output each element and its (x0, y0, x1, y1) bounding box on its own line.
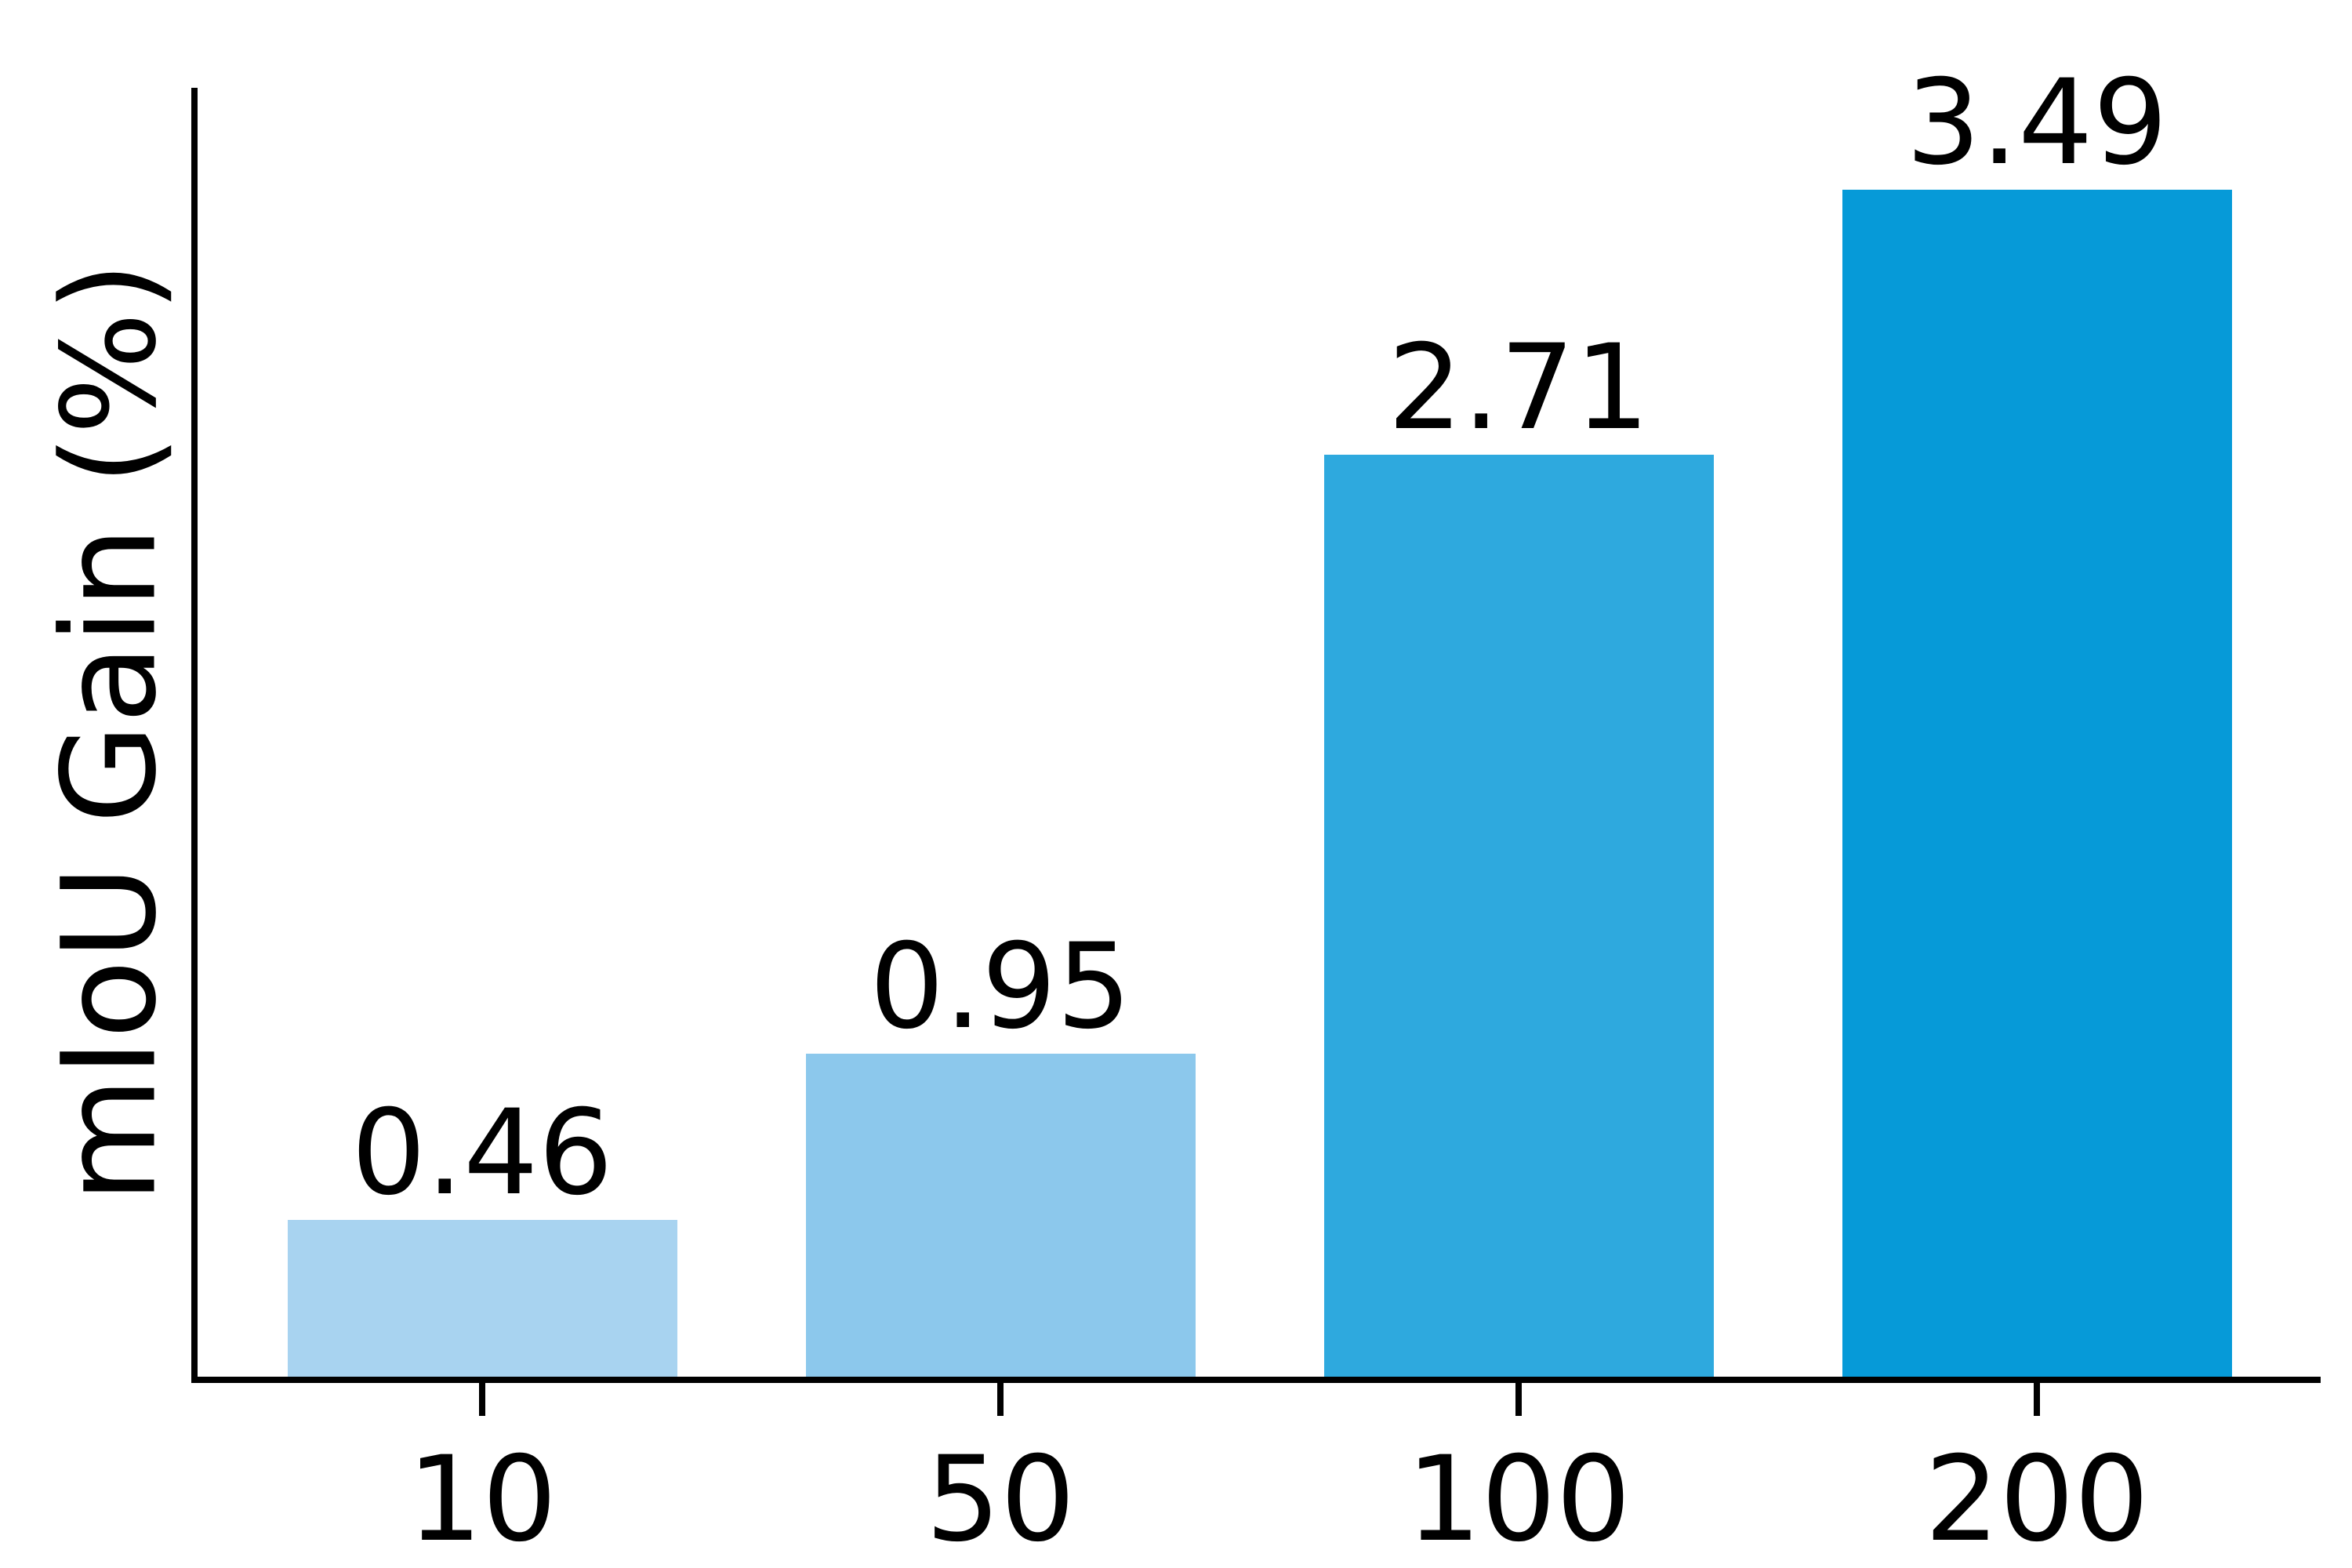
x-tick-label: 10 (407, 1432, 557, 1568)
bar-value-label: 3.49 (1906, 55, 2168, 191)
x-tick-label: 200 (1924, 1432, 2150, 1568)
bar-50 (805, 1054, 1196, 1377)
bar-200 (1842, 190, 2232, 1377)
x-tick-label: 100 (1406, 1432, 1632, 1568)
y-axis-label: mIoU Gain (%) (34, 261, 185, 1203)
bar-100 (1323, 455, 1714, 1377)
x-tick-mark (2034, 1383, 2040, 1416)
x-axis-spine (191, 1377, 2321, 1383)
x-tick-mark (1515, 1383, 1522, 1416)
bar-value-label: 0.95 (869, 919, 1131, 1055)
bar-value-label: 0.46 (351, 1085, 613, 1221)
x-tick-label: 50 (925, 1432, 1076, 1568)
bar-10 (287, 1220, 677, 1377)
bar-value-label: 2.71 (1388, 320, 1650, 456)
y-axis-spine (191, 88, 198, 1383)
x-tick-mark (997, 1383, 1004, 1416)
x-tick-mark (479, 1383, 485, 1416)
